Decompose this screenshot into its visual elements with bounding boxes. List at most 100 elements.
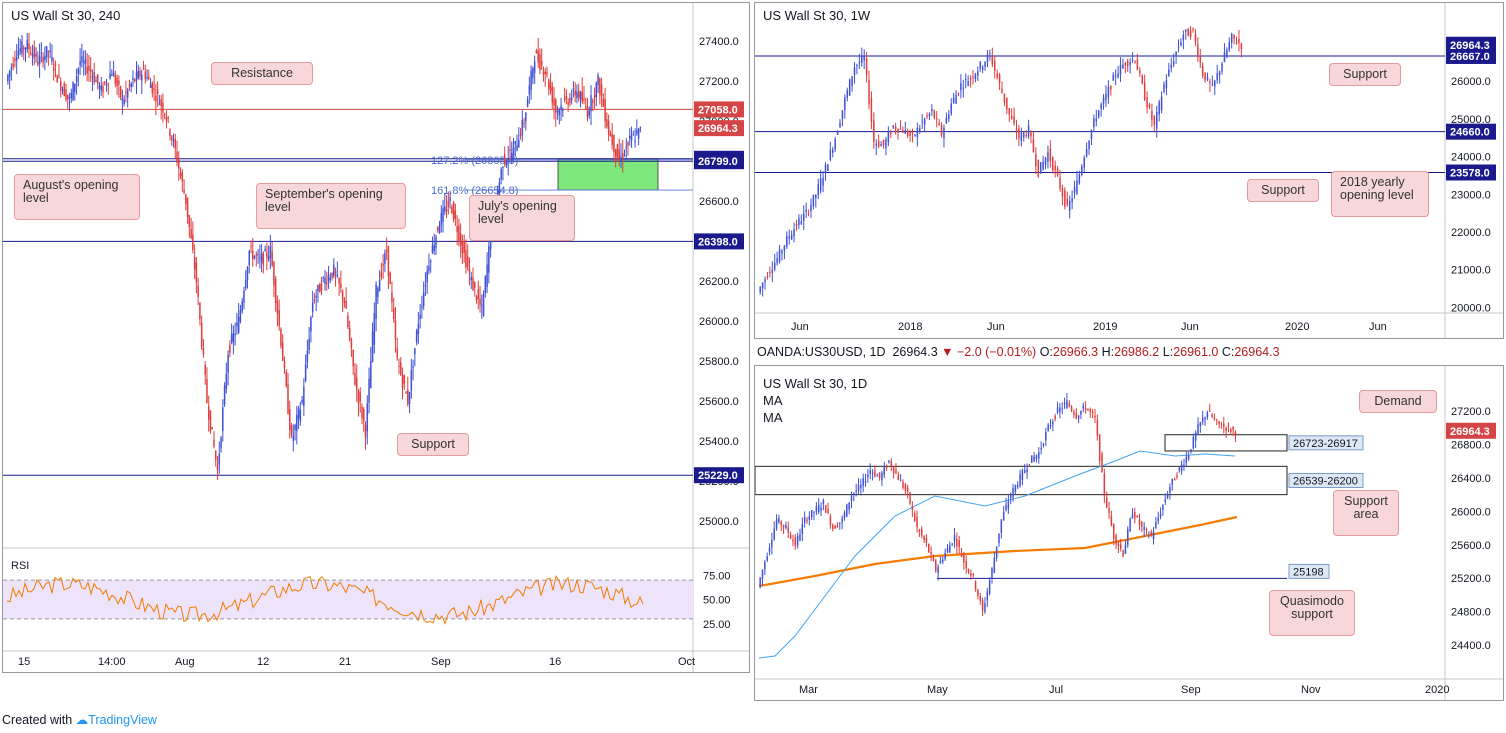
candle-body bbox=[77, 68, 80, 74]
candle-body bbox=[1228, 42, 1231, 51]
y-tick-label: 26800.0 bbox=[1451, 440, 1491, 452]
candle-body bbox=[986, 54, 989, 63]
candle-body bbox=[116, 77, 118, 87]
candle-body bbox=[91, 76, 94, 78]
y-tick-label: 24400.0 bbox=[1451, 640, 1491, 652]
july-open-callout: July's opening level bbox=[469, 195, 575, 241]
candle-body bbox=[1119, 64, 1122, 75]
candle-body bbox=[1035, 455, 1038, 459]
candle-body bbox=[503, 154, 506, 165]
x-tick-label: Jun bbox=[1369, 321, 1387, 333]
zone-tag-label: 26723-26917 bbox=[1293, 438, 1358, 450]
candle-body bbox=[1077, 415, 1080, 419]
y-tick-label: 26200.0 bbox=[699, 276, 739, 288]
candle-body bbox=[112, 72, 115, 77]
candle-body bbox=[831, 149, 834, 153]
candle-body bbox=[861, 55, 863, 63]
candle-body bbox=[403, 375, 406, 384]
candle-body bbox=[338, 278, 340, 284]
candle-body bbox=[597, 75, 599, 85]
candle-body bbox=[629, 135, 631, 139]
candle-body bbox=[70, 92, 73, 98]
candle-body bbox=[614, 149, 617, 157]
candle-body bbox=[824, 164, 827, 173]
chart-240-canvas[interactable]: 127.2% (26805.5) 161.8% (26654.8) 27400.0 2… bbox=[3, 3, 749, 672]
candle-body bbox=[489, 241, 492, 250]
support-callout-1w-a: Support bbox=[1329, 63, 1401, 86]
candle-body bbox=[874, 470, 876, 477]
chart-1d-canvas[interactable]: 26723-26917 26539-26200 25198 27200.0 26800.… bbox=[755, 366, 1503, 700]
candle-body bbox=[916, 516, 918, 528]
ohlc-close: 26964.3 bbox=[1234, 345, 1280, 359]
candle-body bbox=[236, 322, 238, 327]
candle-body bbox=[533, 61, 536, 73]
candle-body bbox=[593, 94, 596, 98]
candle-body bbox=[1232, 427, 1234, 431]
candle-body bbox=[188, 215, 191, 227]
candle-body bbox=[780, 521, 782, 526]
y-tick-label: 25600.0 bbox=[1451, 540, 1491, 552]
zone-tag-bg bbox=[1288, 435, 1364, 451]
candle-body bbox=[827, 509, 829, 514]
ohlc-low: 26961.0 bbox=[1173, 345, 1219, 359]
candle-body bbox=[984, 603, 986, 612]
candle-body bbox=[832, 525, 834, 530]
candle-body bbox=[1085, 148, 1088, 157]
candle-body bbox=[190, 228, 192, 239]
candle-body bbox=[776, 257, 778, 263]
candle-body bbox=[1194, 432, 1197, 441]
candle-body bbox=[264, 249, 266, 251]
x-tick-label: Jun bbox=[987, 321, 1005, 333]
candle-body bbox=[163, 114, 166, 116]
price-tag-bg bbox=[1446, 164, 1496, 181]
footer-brand[interactable]: TradingView bbox=[88, 713, 157, 727]
candle-body bbox=[969, 78, 972, 80]
candle-body bbox=[812, 194, 815, 206]
chart-240-panel[interactable]: 127.2% (26805.5) 161.8% (26654.8) 27400.0 2… bbox=[2, 2, 750, 673]
candle-body bbox=[253, 256, 256, 258]
chart-1d-panel[interactable]: 26723-26917 26539-26200 25198 27200.0 26800.… bbox=[754, 365, 1504, 701]
candle-body bbox=[355, 377, 358, 390]
candle-body bbox=[42, 56, 44, 63]
candle-body bbox=[848, 79, 851, 96]
candle-body bbox=[1096, 420, 1099, 436]
candle-body bbox=[246, 267, 249, 281]
candle-body bbox=[1107, 87, 1110, 98]
candle-body bbox=[195, 262, 198, 283]
candle-body bbox=[104, 82, 106, 84]
ma-slow-line bbox=[758, 515, 1238, 588]
candle-body bbox=[35, 53, 37, 57]
candle-body bbox=[549, 82, 552, 91]
candle-body bbox=[1030, 132, 1032, 137]
candle-body bbox=[786, 235, 788, 247]
candle-body bbox=[960, 552, 963, 557]
candle-body bbox=[890, 132, 892, 135]
candle-body bbox=[555, 100, 557, 113]
candle-body bbox=[970, 573, 972, 576]
candle-body bbox=[61, 89, 64, 91]
price-tag-bg bbox=[1446, 422, 1496, 439]
candle-body bbox=[967, 81, 969, 86]
candle-body bbox=[827, 164, 829, 172]
support-area-zone bbox=[755, 465, 1288, 496]
chart-1w-panel[interactable]: 27000.026000.025000.024000.023000.022000… bbox=[754, 2, 1504, 339]
candle-body bbox=[844, 97, 846, 110]
candle-body bbox=[803, 517, 806, 523]
candle-body bbox=[904, 129, 907, 134]
candle-body bbox=[897, 474, 900, 481]
quasimodo-tag-label: 25198 bbox=[1293, 566, 1324, 578]
candle-body bbox=[252, 250, 254, 260]
candle-body bbox=[230, 334, 233, 342]
candle-body bbox=[897, 128, 899, 133]
y-tick-label: 25000.0 bbox=[1451, 114, 1491, 126]
candle-body bbox=[306, 350, 309, 363]
y-tick-label: 26000.0 bbox=[1451, 76, 1491, 88]
candle-body bbox=[1201, 65, 1204, 76]
x-tick-label: 2020 bbox=[1285, 321, 1309, 333]
candle-body bbox=[1146, 96, 1148, 108]
candle-body bbox=[123, 99, 125, 105]
price-tag-bg bbox=[1446, 36, 1496, 53]
candle-body bbox=[1204, 417, 1206, 420]
candle-body bbox=[1187, 454, 1190, 460]
chart-1w-canvas[interactable]: 27000.026000.025000.024000.023000.022000… bbox=[755, 3, 1503, 338]
